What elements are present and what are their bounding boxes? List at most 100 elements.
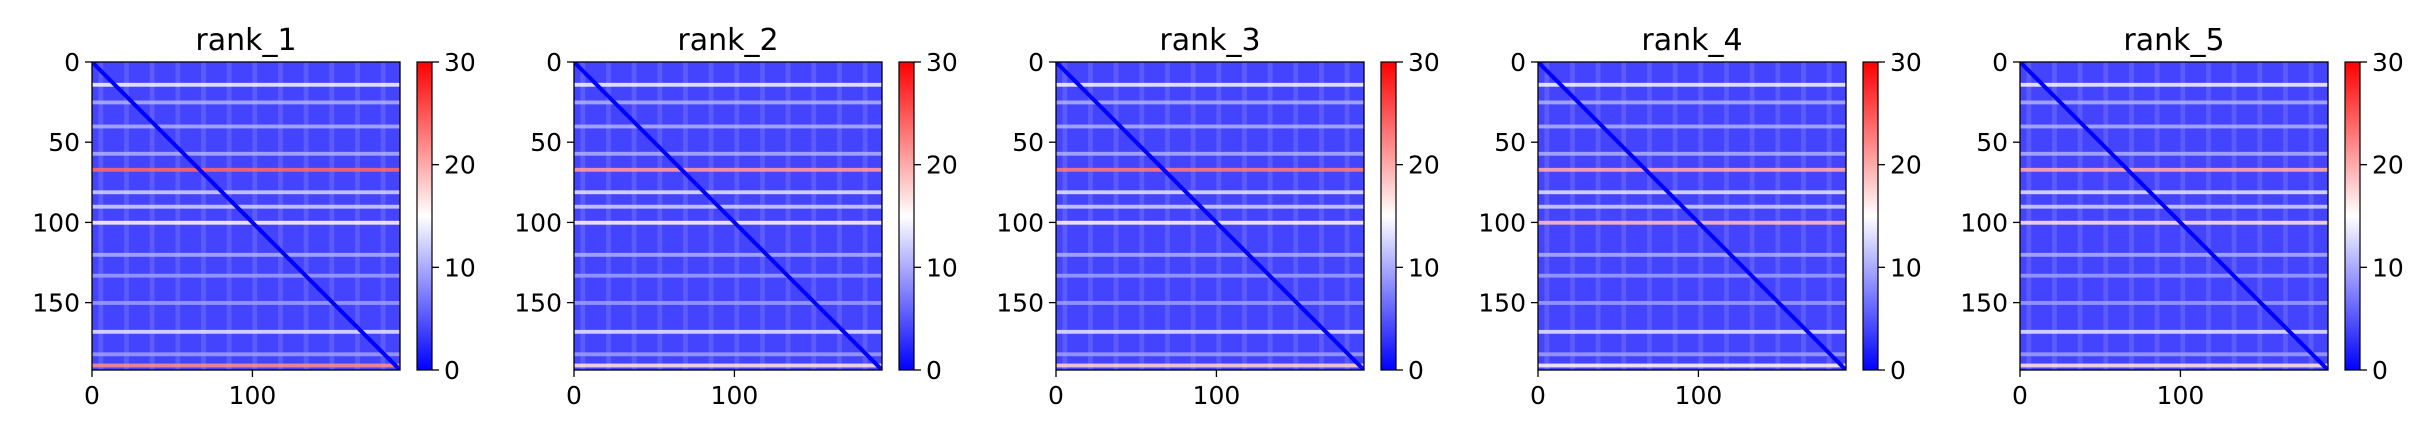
colorbar-tick-label: 20 — [2372, 151, 2404, 180]
y-tick-label: 0 — [64, 48, 80, 77]
heatmap-row-band — [1538, 273, 1846, 278]
colorbar-tick-label: 0 — [1408, 356, 1424, 385]
heatmap-column-stripe — [1724, 62, 1729, 370]
heatmap-column-stripe — [1621, 62, 1627, 370]
heatmap-row-band — [574, 301, 882, 305]
heatmap-diagonal — [92, 62, 400, 370]
y-tick-label: 0 — [1510, 48, 1526, 77]
heatmap-column-stripe — [1293, 62, 1299, 370]
colorbar-tick-label: 10 — [444, 253, 476, 282]
heatmap-column-stripe — [785, 62, 791, 370]
heatmap-panel-2: rank_2 0 50 100 150 0 100 0 10 20 30 — [514, 23, 958, 410]
y-tick-label: 50 — [1976, 128, 2008, 157]
heatmap-row-band — [2020, 273, 2328, 278]
heatmap-row-band — [92, 100, 400, 105]
y-tick-label: 50 — [1012, 128, 1044, 157]
heatmap-column-stripe — [1165, 62, 1170, 370]
heatmap-column-stripe — [1088, 62, 1093, 370]
heatmap-row-band — [2020, 151, 2328, 156]
heatmap-row-band — [92, 82, 400, 87]
heatmap-row-band — [1056, 167, 1364, 172]
heatmap-column-stripe — [329, 62, 335, 370]
heatmap-row-band — [2020, 301, 2328, 305]
heatmap-column-stripe — [124, 62, 129, 370]
heatmap-column-stripe — [1698, 62, 1704, 370]
heatmap-row-band — [1538, 124, 1846, 129]
heatmap-row-band — [1056, 252, 1364, 257]
colorbar — [1380, 61, 1397, 371]
heatmap-row-band — [1056, 151, 1364, 156]
heatmap-diagonal — [1538, 62, 1846, 370]
chart-title: rank_1 — [195, 23, 296, 58]
x-tick-label: 0 — [566, 381, 582, 410]
heatmap-cells — [1538, 62, 1846, 370]
y-tick-label: 150 — [514, 289, 562, 318]
heatmap-row-band — [1538, 252, 1846, 257]
y-tick-label: 0 — [546, 48, 562, 77]
heatmap-row-band — [92, 329, 400, 334]
heatmap-diagonal — [2020, 62, 2328, 370]
heatmap-diagonal — [1056, 62, 1364, 370]
colorbar-tick-label: 0 — [926, 356, 942, 385]
x-tick-label: 100 — [1193, 381, 1241, 410]
x-tick-label: 0 — [84, 381, 100, 410]
heatmap-row-band — [1056, 220, 1364, 225]
heatmap-column-stripe — [1319, 62, 1324, 370]
heatmap-column-stripe — [1113, 62, 1119, 370]
heatmap-row-band — [1538, 100, 1846, 105]
heatmap-column-stripe — [2206, 62, 2211, 370]
y-tick-label: 50 — [48, 128, 80, 157]
axes-frame — [573, 61, 883, 371]
heatmap-row-band — [2020, 220, 2328, 225]
colorbar-tick-label: 20 — [926, 151, 958, 180]
colorbar-tick-label: 20 — [1890, 151, 1922, 180]
heatmap-row-band — [1538, 82, 1846, 87]
heatmap-column-stripe — [1826, 62, 1832, 370]
heatmap-row-band — [92, 124, 400, 129]
y-tick-label: 100 — [514, 208, 562, 237]
heatmap-row-band — [574, 204, 882, 209]
heatmap-row-band — [1056, 363, 1364, 368]
heatmap-column-stripe — [1672, 62, 1678, 370]
axes-frame — [91, 61, 401, 371]
heatmap-panel-1: rank_1 0 50 100 150 0 100 0 10 20 30 — [32, 23, 476, 410]
colorbar — [416, 61, 433, 371]
colorbar-tick-label: 20 — [444, 151, 476, 180]
heatmap-row-band — [574, 190, 882, 195]
heatmap-row-band — [2020, 82, 2328, 87]
colorbar-tick-label: 30 — [1408, 48, 1440, 77]
heatmap-row-band — [92, 352, 400, 357]
heatmap-column-stripe — [1216, 62, 1222, 370]
heatmap-row-band — [574, 363, 882, 368]
heatmap-row-band — [2020, 100, 2328, 105]
heatmap-column-stripe — [2231, 62, 2237, 370]
heatmap-panel-3: rank_3 0 50 100 150 0 100 0 10 20 30 — [996, 23, 1440, 410]
heatmap-column-stripe — [657, 62, 663, 370]
colorbar-tick-label: 0 — [444, 356, 460, 385]
heatmap-row-band — [92, 301, 400, 305]
heatmap-row-band — [1538, 220, 1846, 225]
colorbar-tick-label: 0 — [1890, 356, 1906, 385]
heatmap-row-band — [1056, 352, 1364, 357]
y-tick-label: 150 — [996, 289, 1044, 318]
axes-frame — [1537, 61, 1847, 371]
y-tick-label: 150 — [1478, 289, 1526, 318]
colorbar-tick-label: 10 — [926, 253, 958, 282]
colorbar-tick-label: 10 — [1408, 253, 1440, 282]
y-tick-label: 0 — [1992, 48, 2008, 77]
heatmap-row-band — [92, 252, 400, 257]
heatmap-column-stripe — [580, 62, 586, 370]
colorbar — [898, 61, 915, 371]
heatmap-column-stripe — [2180, 62, 2186, 370]
heatmap-column-stripe — [1544, 62, 1550, 370]
y-tick-label: 0 — [1028, 48, 1044, 77]
heatmap-row-band — [574, 82, 882, 87]
chart-title: rank_3 — [1159, 23, 1260, 58]
heatmap-row-band — [2020, 190, 2328, 195]
heatmap-panel-5: rank_5 0 50 100 150 0 100 0 10 20 30 — [1960, 23, 2404, 410]
heatmap-row-band — [2020, 329, 2328, 334]
y-tick-label: 150 — [1960, 289, 2008, 318]
heatmap-row-band — [574, 329, 882, 334]
colorbar-tick-label: 10 — [1890, 253, 1922, 282]
colorbar-tick-label: 0 — [2372, 356, 2388, 385]
